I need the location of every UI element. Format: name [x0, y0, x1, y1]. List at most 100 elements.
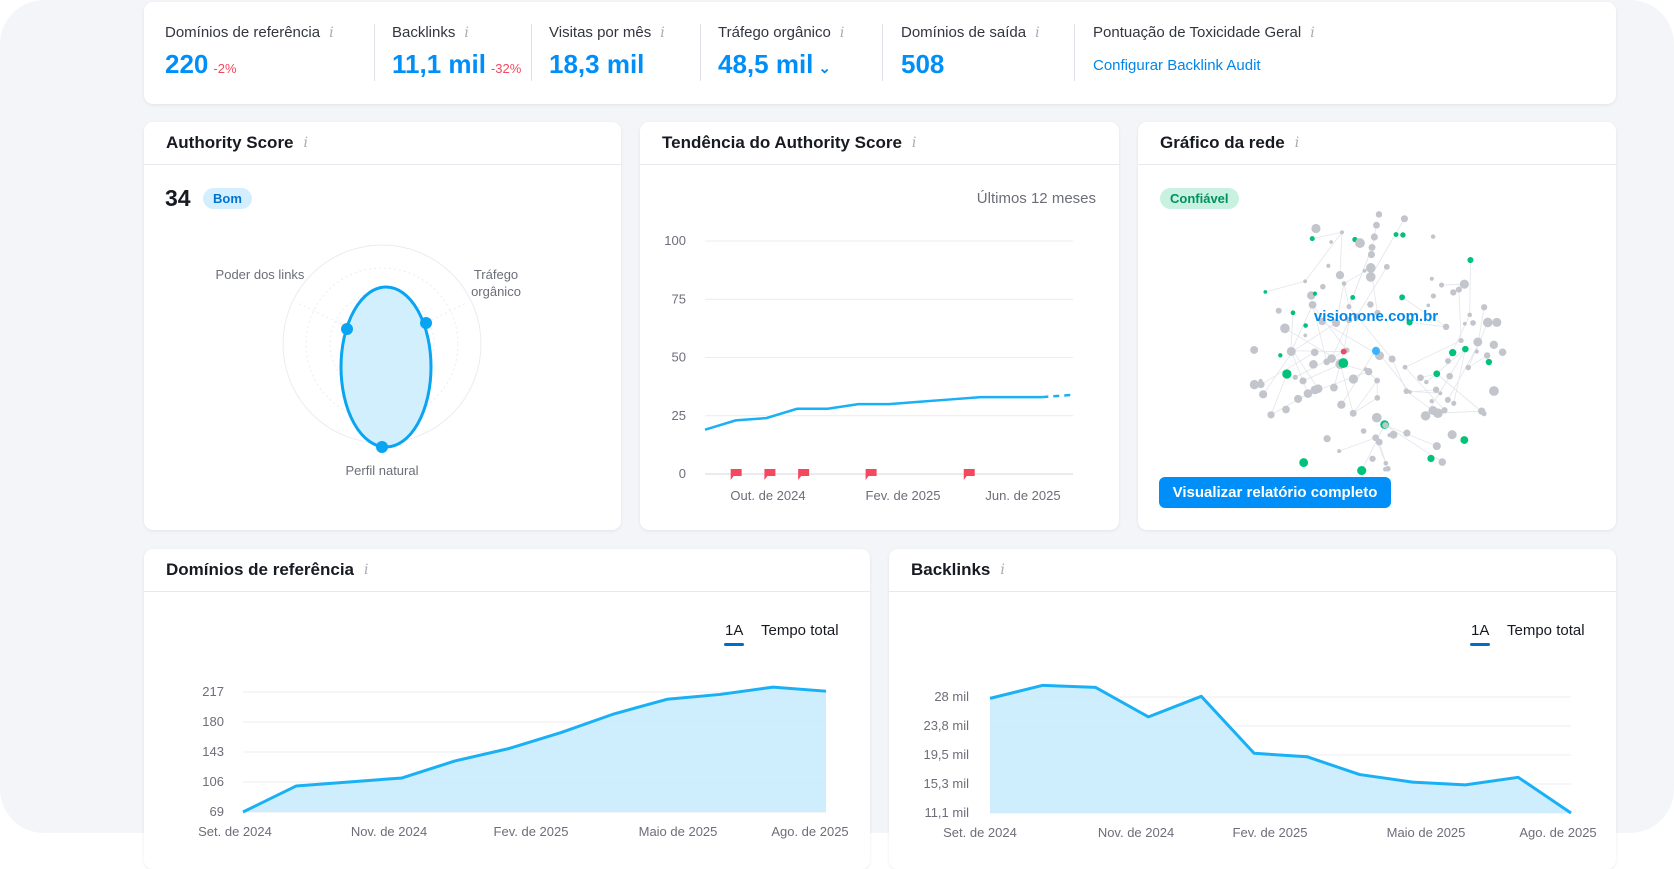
network-node: [1424, 380, 1428, 384]
network-center-node: [1372, 347, 1380, 355]
network-node: [1499, 348, 1507, 356]
flag-marker: [866, 469, 877, 480]
score-line: [705, 397, 1042, 430]
network-node: [1259, 390, 1267, 398]
network-node: [1336, 271, 1344, 279]
flag-marker: [764, 469, 775, 480]
x-tick-label: Out. de 2024: [730, 488, 805, 503]
network-node: [1490, 341, 1498, 349]
network-node: [1451, 401, 1456, 406]
y-tick-label: 180: [202, 714, 224, 729]
network-node: [1394, 232, 1399, 237]
network-node: [1389, 355, 1396, 362]
network-graph[interactable]: [1138, 122, 1616, 530]
view-full-report-button[interactable]: Visualizar relatório completo: [1159, 477, 1391, 508]
info-icon[interactable]: i: [1035, 25, 1039, 41]
network-node: [1385, 466, 1391, 472]
network-node: [1313, 292, 1317, 296]
info-icon[interactable]: i: [329, 25, 333, 41]
network-node: [1366, 263, 1376, 273]
network-node: [1263, 290, 1267, 294]
forecast-line: [1042, 395, 1073, 397]
y-tick-label: 75: [672, 291, 686, 306]
network-node: [1403, 365, 1408, 370]
y-tick-label: 217: [202, 684, 224, 699]
network-node: [1449, 349, 1456, 356]
network-node: [1433, 387, 1439, 393]
network-node: [1387, 433, 1391, 437]
y-tick-label: 11,1 mil: [924, 805, 969, 820]
network-node: [1445, 358, 1451, 364]
radar-label-links: Poder dos links: [210, 266, 310, 283]
y-tick-label: 143: [202, 744, 224, 759]
y-tick-label: 25: [672, 408, 686, 423]
network-node: [1282, 406, 1290, 414]
metric-value: 48,5 mil: [718, 49, 813, 80]
x-tick-label: Maio de 2025: [639, 824, 718, 839]
network-node: [1350, 410, 1357, 417]
network-node: [1337, 401, 1345, 409]
y-tick-label: 50: [672, 350, 686, 365]
network-domain-label: visionone.com.br: [1276, 308, 1476, 325]
network-edge: [1392, 359, 1406, 391]
network-node: [1369, 244, 1376, 251]
network-node: [1357, 466, 1366, 475]
network-node: [1481, 304, 1487, 310]
network-edge: [1265, 281, 1305, 292]
divider: [1074, 24, 1075, 81]
network-node: [1382, 422, 1388, 428]
metric-value: 18,3 mil: [549, 49, 644, 80]
info-icon[interactable]: i: [840, 25, 844, 41]
flag-marker: [798, 469, 809, 480]
network-node: [1460, 280, 1469, 289]
network-node: [1299, 377, 1306, 384]
x-tick-label: Jun. de 2025: [985, 488, 1060, 503]
network-node: [1466, 365, 1471, 370]
radar-point: [341, 323, 353, 335]
network-node: [1445, 397, 1451, 403]
info-icon[interactable]: i: [1310, 25, 1314, 41]
network-node: [1482, 411, 1487, 416]
network-node: [1399, 294, 1405, 300]
metric-organic-traffic[interactable]: Tráfego orgânico i 48,5 mil ⌄: [718, 24, 844, 80]
radar-shape: [341, 287, 431, 447]
network-node: [1323, 359, 1330, 366]
network-node: [1430, 399, 1434, 403]
network-node: [1342, 281, 1347, 286]
network-node: [1467, 257, 1473, 263]
network-edge: [1406, 391, 1433, 410]
y-tick-label: 15,3 mil: [923, 776, 969, 791]
x-tick-label: Ago. de 2025: [771, 824, 848, 839]
network-node: [1401, 215, 1408, 222]
network-edge: [1341, 350, 1376, 405]
network-node: [1376, 211, 1382, 217]
network-node: [1374, 378, 1380, 384]
configure-backlink-audit-link[interactable]: Configurar Backlink Audit: [1093, 57, 1315, 74]
metric-label: Domínios de referência: [165, 24, 320, 41]
network-node: [1438, 391, 1442, 395]
network-node: [1456, 287, 1462, 293]
y-tick-label: 100: [664, 233, 686, 248]
info-icon[interactable]: i: [464, 25, 468, 41]
network-node: [1311, 224, 1320, 233]
network-node: [1371, 233, 1378, 240]
y-tick-label: 23,8 mil: [923, 718, 969, 733]
network-node: [1311, 349, 1319, 357]
network-edge: [1470, 260, 1471, 315]
network-node: [1293, 375, 1298, 380]
network-node: [1267, 411, 1274, 418]
radar-point: [376, 441, 388, 453]
metric-label: Tráfego orgânico: [718, 24, 831, 41]
network-node: [1364, 367, 1368, 371]
network-node: [1477, 340, 1482, 345]
info-icon[interactable]: i: [660, 25, 664, 41]
y-tick-label: 0: [679, 466, 686, 481]
chevron-down-icon[interactable]: ⌄: [818, 59, 831, 77]
network-node: [1323, 435, 1330, 442]
